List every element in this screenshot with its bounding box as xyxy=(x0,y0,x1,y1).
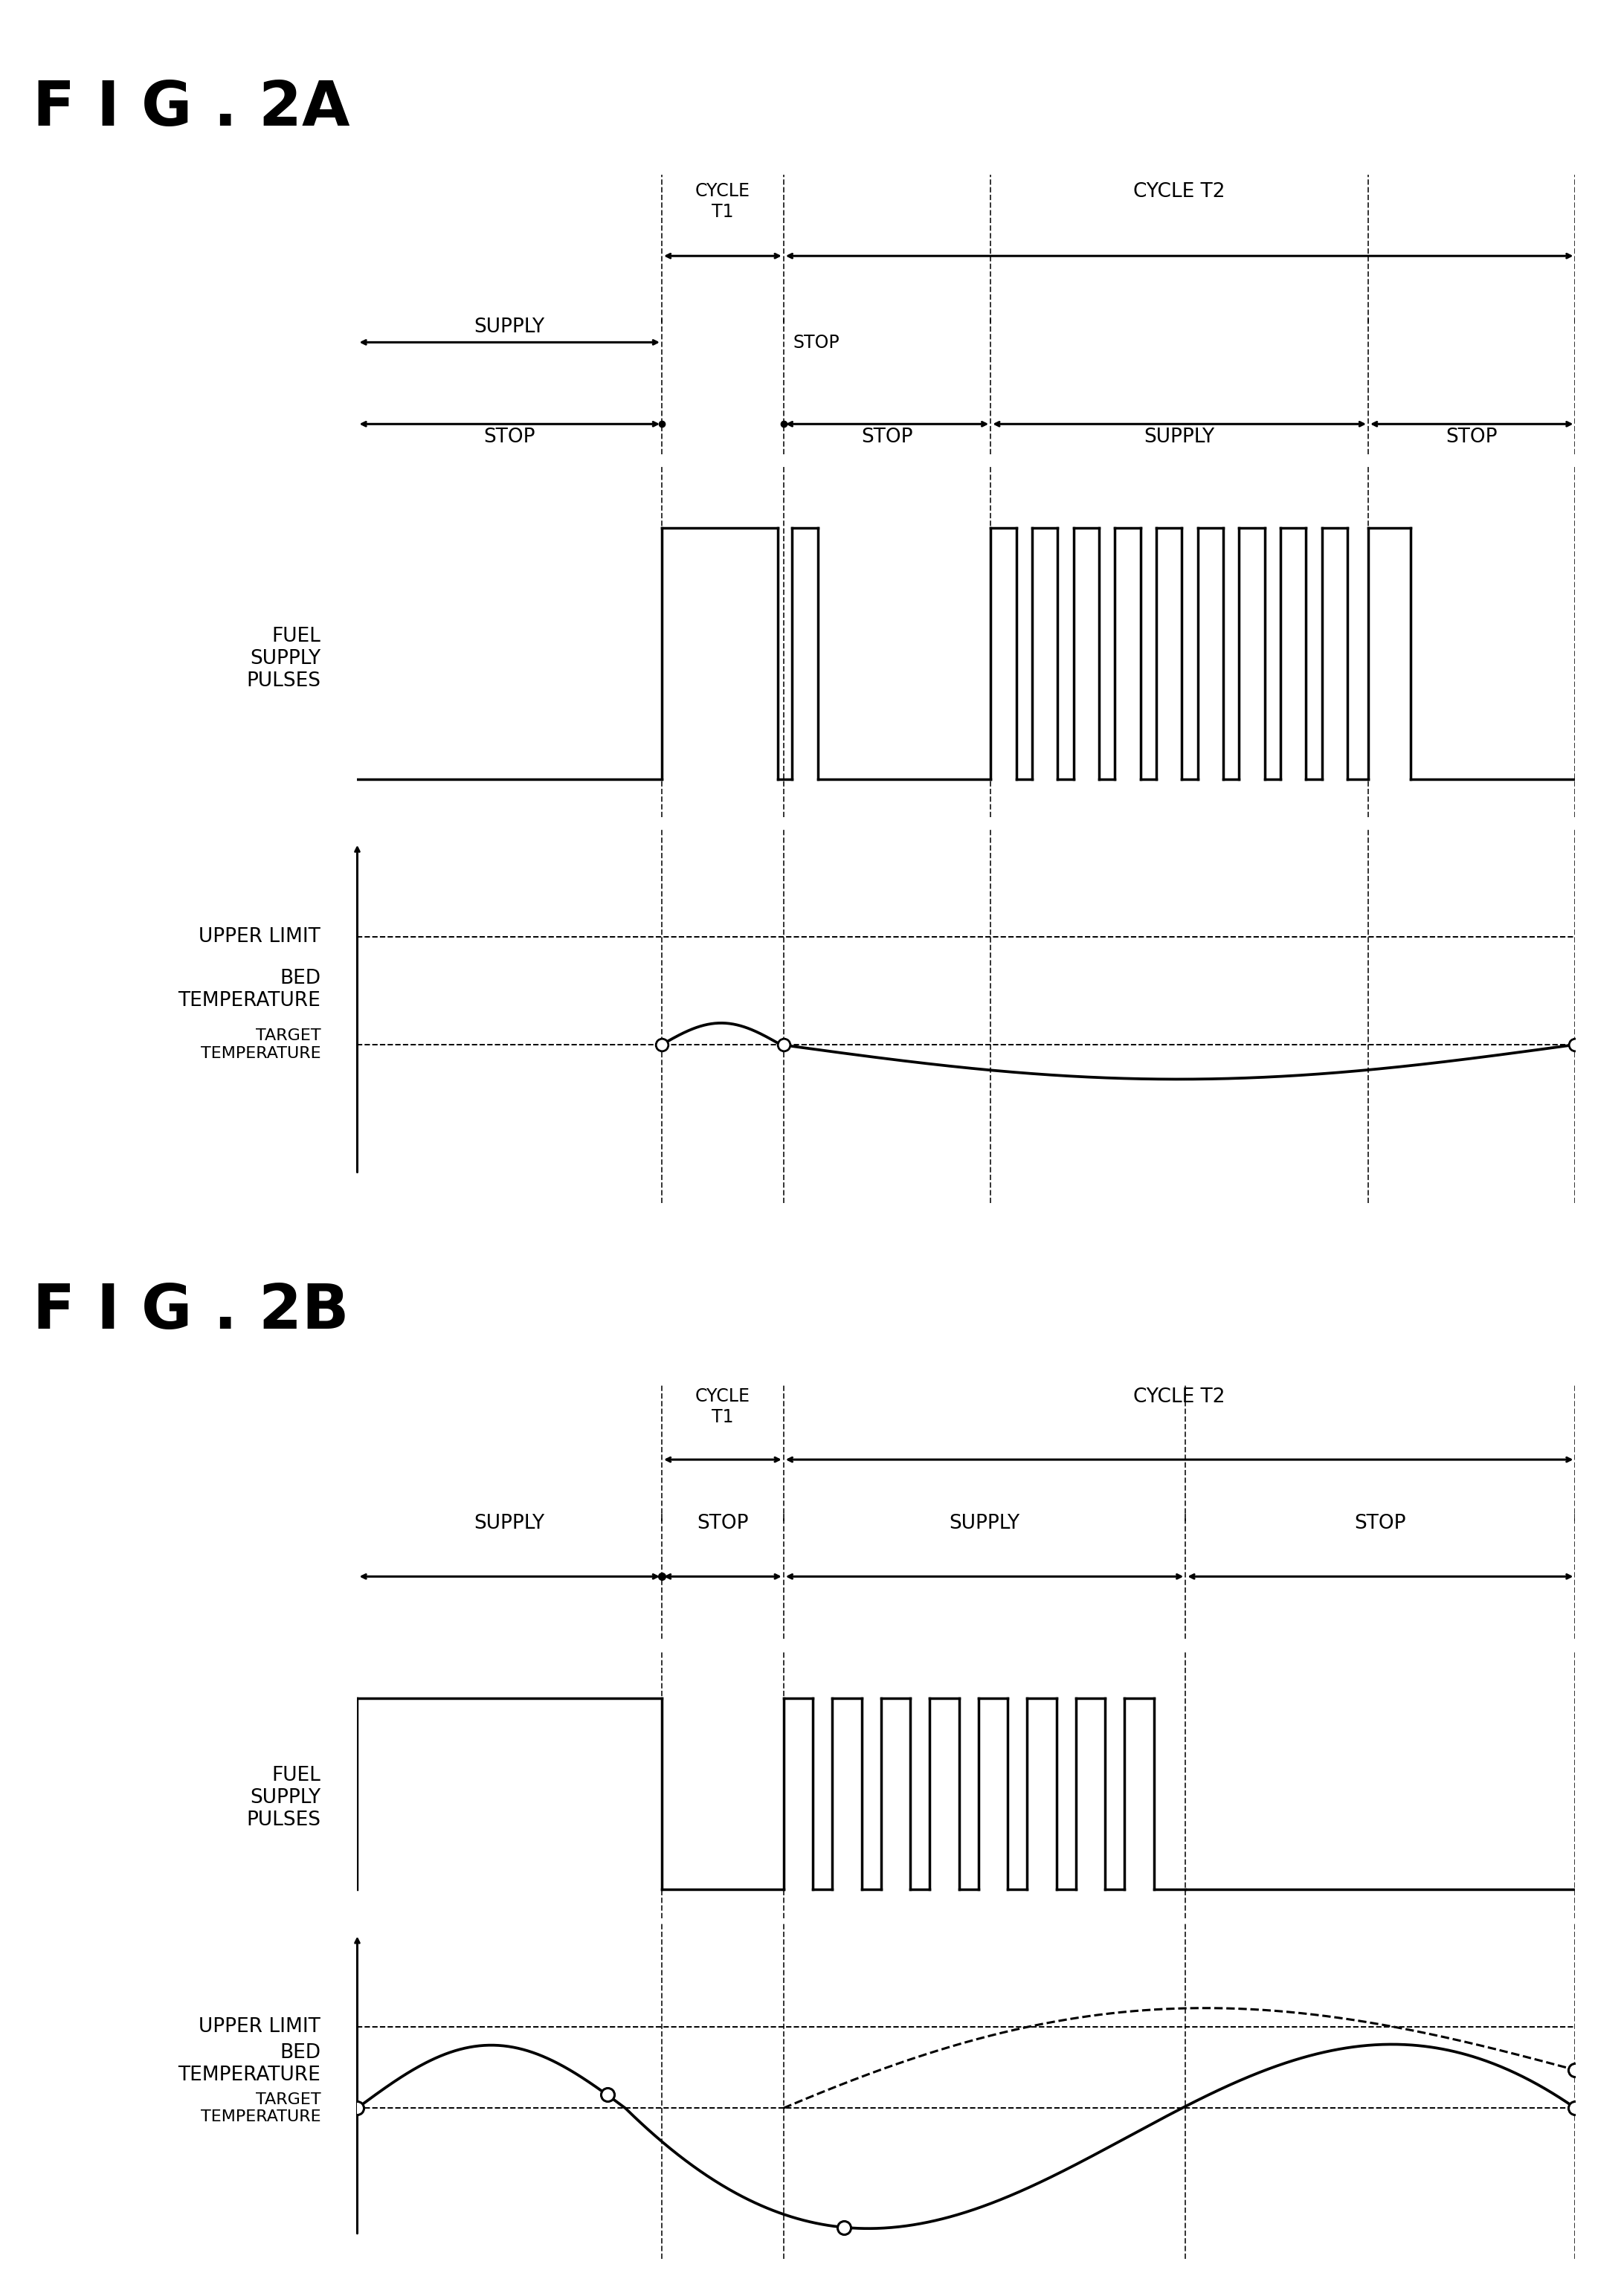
Text: CYCLE
T1: CYCLE T1 xyxy=(695,182,750,220)
Text: CYCLE
T1: CYCLE T1 xyxy=(695,1387,750,1426)
Text: STOP: STOP xyxy=(793,334,840,352)
Text: BED
TEMPERATURE: BED TEMPERATURE xyxy=(179,969,322,1010)
Text: CYCLE T2: CYCLE T2 xyxy=(1134,182,1226,202)
Text: TARGET
TEMPERATURE: TARGET TEMPERATURE xyxy=(200,2093,322,2125)
Text: SUPPLY: SUPPLY xyxy=(1143,427,1215,447)
Text: STOP: STOP xyxy=(1445,427,1497,447)
Text: SUPPLY: SUPPLY xyxy=(948,1514,1020,1535)
Text: BED
TEMPERATURE: BED TEMPERATURE xyxy=(179,2043,322,2084)
Text: SUPPLY: SUPPLY xyxy=(474,1514,546,1535)
Text: STOP: STOP xyxy=(861,427,913,447)
Text: TARGET
TEMPERATURE: TARGET TEMPERATURE xyxy=(200,1028,322,1060)
Text: F I G . 2B: F I G . 2B xyxy=(32,1280,349,1342)
Text: UPPER LIMIT: UPPER LIMIT xyxy=(198,2018,322,2036)
Text: STOP: STOP xyxy=(484,427,536,447)
Text: CYCLE T2: CYCLE T2 xyxy=(1134,1387,1226,1407)
Text: FUEL
SUPPLY
PULSES: FUEL SUPPLY PULSES xyxy=(247,1766,322,1830)
Text: FUEL
SUPPLY
PULSES: FUEL SUPPLY PULSES xyxy=(247,627,322,690)
Text: F I G . 2A: F I G . 2A xyxy=(32,77,349,138)
Text: UPPER LIMIT: UPPER LIMIT xyxy=(198,926,322,947)
Text: SUPPLY: SUPPLY xyxy=(474,318,546,338)
Text: STOP: STOP xyxy=(1354,1514,1406,1535)
Text: STOP: STOP xyxy=(697,1514,749,1535)
